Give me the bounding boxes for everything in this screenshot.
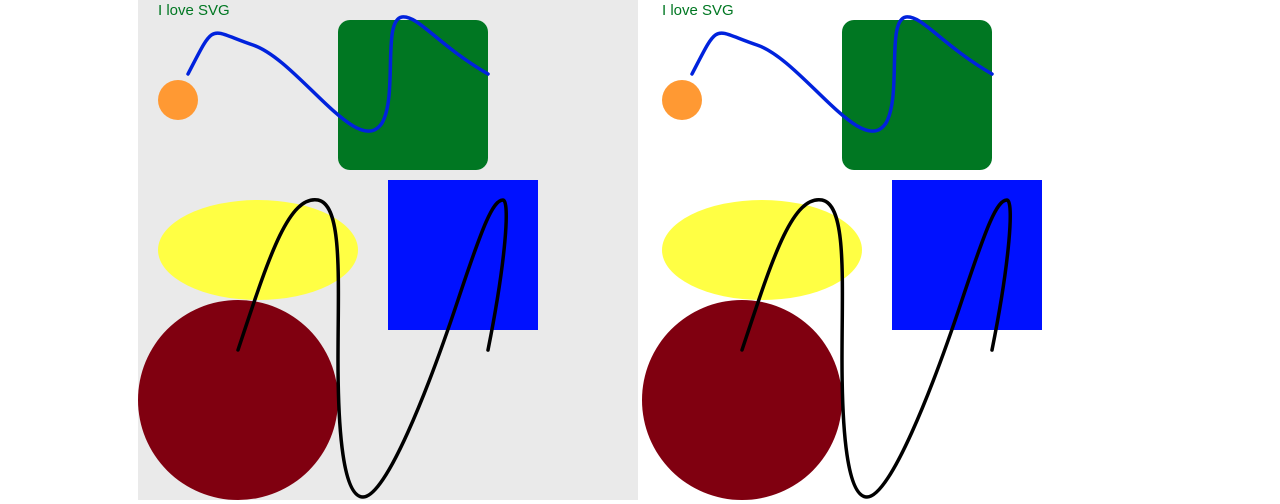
right-svg-canvas: I love SVG <box>642 0 1142 500</box>
left-blue-curve <box>186 15 490 133</box>
left-orange-circle <box>158 80 198 120</box>
right-green-rounded-rect <box>842 20 992 170</box>
left-blue-rect <box>388 180 538 330</box>
right-black-curve <box>740 198 1012 499</box>
right-blue-curve <box>690 15 994 133</box>
left-caption: I love SVG <box>158 2 230 19</box>
right-yellow-ellipse <box>662 200 862 300</box>
left-svg-canvas: I love SVG <box>138 0 638 500</box>
left-yellow-ellipse <box>158 200 358 300</box>
left-render-panel: I love SVG <box>138 0 638 500</box>
right-dark-red-circle <box>642 300 842 500</box>
left-green-rounded-rect <box>338 20 488 170</box>
left-dark-red-circle <box>138 300 338 500</box>
left-black-curve <box>236 198 508 499</box>
right-caption: I love SVG <box>662 2 734 19</box>
right-blue-rect <box>892 180 1042 330</box>
right-orange-circle <box>662 80 702 120</box>
right-render-panel: I love SVG <box>642 0 1142 500</box>
